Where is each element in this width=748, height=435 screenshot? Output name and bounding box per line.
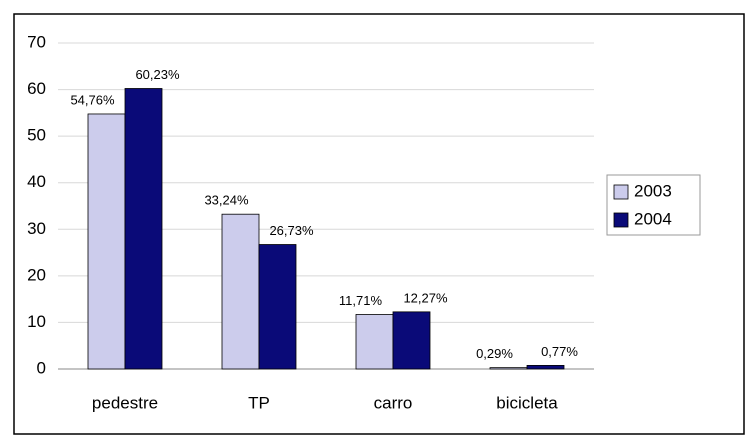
value-label: 26,73% <box>269 223 314 238</box>
y-tick-label: 20 <box>27 265 46 284</box>
bar <box>489 367 528 370</box>
bar <box>258 244 297 370</box>
x-tick-label: TP <box>248 393 270 412</box>
y-tick-label: 0 <box>37 358 46 377</box>
legend-label: 2004 <box>634 209 672 228</box>
value-label: 0,77% <box>541 344 578 359</box>
x-tick-label: pedestre <box>92 393 158 412</box>
y-tick-label: 70 <box>27 32 46 51</box>
y-tick-label: 30 <box>27 219 46 238</box>
legend-label: 2003 <box>634 181 672 200</box>
value-label: 33,24% <box>204 193 249 208</box>
y-tick-label: 10 <box>27 312 46 331</box>
x-tick-label: bicicleta <box>496 393 558 412</box>
bar <box>87 113 126 370</box>
bar <box>355 314 394 370</box>
y-tick-label: 60 <box>27 79 46 98</box>
bar <box>526 365 565 370</box>
value-label: 0,29% <box>476 346 513 361</box>
value-label: 54,76% <box>70 92 115 107</box>
bar <box>124 88 163 370</box>
y-tick-label: 50 <box>27 126 46 145</box>
legend-swatch <box>613 184 629 200</box>
value-label: 60,23% <box>135 67 180 82</box>
x-tick-label: carro <box>374 393 413 412</box>
bar <box>221 213 260 370</box>
value-label: 12,27% <box>403 290 448 305</box>
y-tick-label: 40 <box>27 172 46 191</box>
legend-swatch <box>613 212 629 228</box>
value-label: 11,71% <box>339 293 383 308</box>
bar <box>392 311 431 370</box>
